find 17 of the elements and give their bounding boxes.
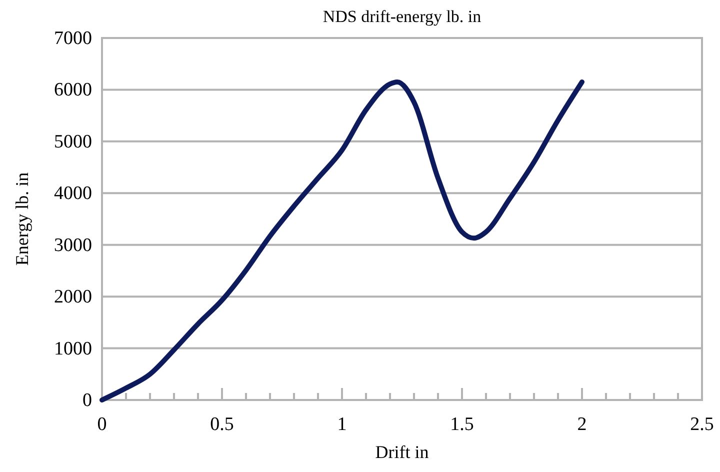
x-tick-label: 1 bbox=[337, 414, 347, 435]
x-tick-label: 2.5 bbox=[690, 414, 714, 435]
y-tick-label: 3000 bbox=[54, 234, 92, 256]
y-tick-label: 4000 bbox=[54, 183, 92, 204]
y-tick-label: 6000 bbox=[54, 80, 92, 101]
chart-title: NDS drift-energy lb. in bbox=[322, 7, 482, 26]
y-tick-label: 5000 bbox=[54, 131, 92, 152]
y-tick-label: 7000 bbox=[54, 28, 92, 49]
y-tick-label: 0 bbox=[82, 390, 92, 411]
y-tick-label: 2000 bbox=[54, 286, 92, 308]
x-tick-label: 0.5 bbox=[210, 414, 234, 435]
x-axis-title: Drift in bbox=[375, 442, 429, 462]
x-tick-label: 0 bbox=[97, 414, 107, 435]
y-tick-label: 1000 bbox=[54, 338, 92, 360]
x-tick-label: 1.5 bbox=[450, 414, 474, 435]
y-axis-title: Energy lb. in bbox=[12, 172, 32, 266]
x-tick-label: 2 bbox=[577, 414, 587, 435]
